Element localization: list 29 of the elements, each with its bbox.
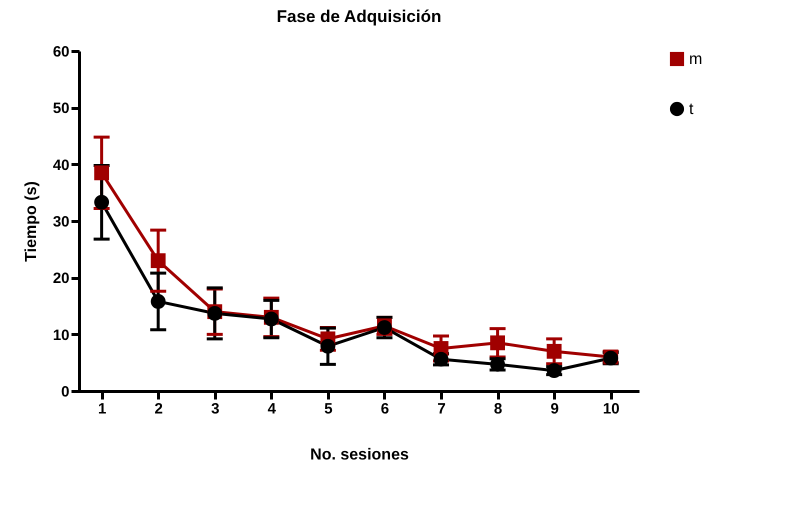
x-tick-label: 9 bbox=[550, 400, 559, 418]
x-tick-label: 1 bbox=[98, 400, 106, 418]
x-tick-label: 5 bbox=[324, 400, 333, 418]
y-tick-label: 0 bbox=[61, 384, 70, 400]
x-tick-label: 8 bbox=[494, 400, 502, 418]
point bbox=[150, 294, 166, 309]
legend-label: t bbox=[689, 101, 694, 118]
x-tick-label: 6 bbox=[380, 400, 390, 418]
x-tick-label: 2 bbox=[154, 400, 163, 418]
point bbox=[94, 165, 110, 180]
y-tick-label: 10 bbox=[52, 326, 70, 344]
x-axis-title: No. sesiones bbox=[310, 446, 409, 464]
y-tick-label: 30 bbox=[52, 214, 70, 230]
y-tick-label: 60 bbox=[52, 44, 70, 60]
y-tick-label: 50 bbox=[52, 100, 70, 118]
y-tick-label: 40 bbox=[52, 156, 70, 174]
x-tick-label: 10 bbox=[602, 400, 620, 418]
y-tick-label: 20 bbox=[52, 270, 70, 288]
chart-title: Fase de Adquisición bbox=[276, 7, 442, 26]
point bbox=[94, 194, 110, 210]
x-tick-label: 3 bbox=[211, 400, 220, 418]
point bbox=[546, 344, 562, 359]
legend-label: m bbox=[689, 51, 702, 68]
x-tick-label: 7 bbox=[437, 400, 446, 418]
y-axis-title: Tiempo (s) bbox=[22, 181, 40, 262]
point bbox=[150, 253, 166, 268]
point bbox=[490, 335, 505, 350]
point bbox=[320, 338, 336, 354]
x-tick-label: 4 bbox=[268, 400, 277, 418]
